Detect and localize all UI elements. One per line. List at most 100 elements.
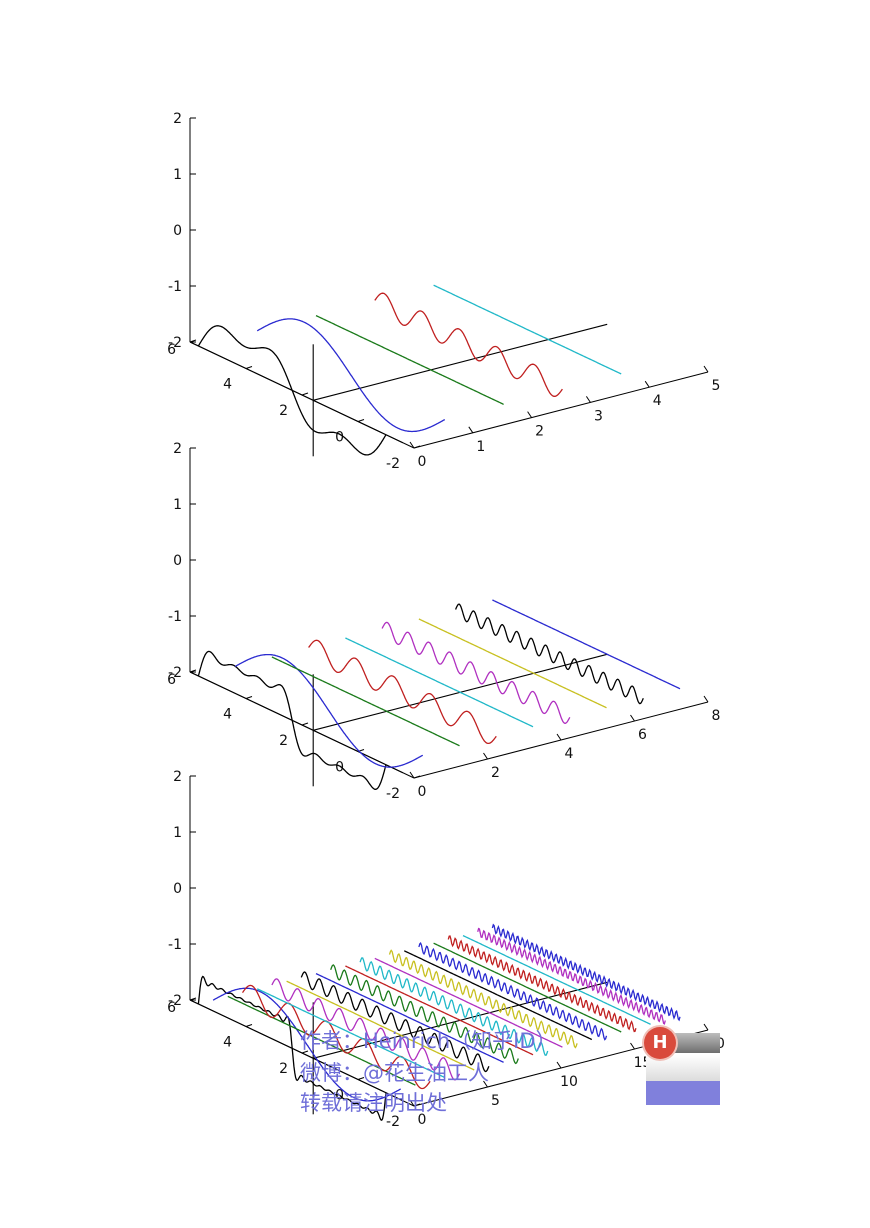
series-line <box>212 987 401 1102</box>
series-line <box>234 653 424 768</box>
series-line <box>308 639 497 745</box>
x-tick-label: 8 <box>712 708 721 724</box>
y-tick-label: -2 <box>386 456 400 472</box>
y-tick-mark <box>189 997 197 1001</box>
x-tick-mark <box>483 752 488 760</box>
y-tick-mark <box>245 1024 253 1027</box>
y-tick-label: 2 <box>279 403 288 419</box>
x-tick-label: 0 <box>418 784 427 800</box>
series-line <box>462 935 651 1025</box>
x-tick-mark <box>630 1042 635 1050</box>
series-line <box>286 980 475 1071</box>
x-tick-label: 4 <box>565 746 574 762</box>
zero-x-line <box>313 323 608 401</box>
x-tick-label: 6 <box>638 727 647 743</box>
series-line <box>381 621 571 724</box>
series-line <box>345 637 534 728</box>
series-line <box>197 650 387 790</box>
y-tick-label: 6 <box>167 342 176 358</box>
watermark-weibo: 微博：@花生油工人 <box>300 1061 489 1085</box>
x-tick-label: 5 <box>491 1093 500 1109</box>
zero-y-line <box>189 671 404 774</box>
watermark-logo: H <box>644 1027 720 1105</box>
x-tick-label: 2 <box>535 424 544 440</box>
y-tick-mark <box>413 775 421 779</box>
z-tick-label: 2 <box>173 441 182 457</box>
series-line <box>374 957 563 1048</box>
series-line <box>433 942 622 1033</box>
y-tick-mark <box>413 1103 421 1107</box>
series-line <box>447 935 637 1033</box>
z-tick-label: 2 <box>173 111 182 127</box>
series-line <box>241 984 431 1090</box>
x-tick-mark <box>409 441 415 449</box>
z-tick-label: -2 <box>168 335 182 351</box>
series-line <box>256 318 446 433</box>
y-tick-label: 0 <box>335 760 344 776</box>
z-tick-label: 1 <box>173 497 182 513</box>
series-line <box>492 599 681 690</box>
x-tick-mark <box>703 1023 709 1031</box>
y-tick-label: 6 <box>167 1000 176 1016</box>
y-tick-label: 4 <box>223 707 232 723</box>
series-line <box>403 950 593 1041</box>
x-tick-label: 2 <box>491 765 500 781</box>
series-line <box>345 965 534 1056</box>
x-tick-mark <box>556 733 562 741</box>
series-line <box>271 656 460 747</box>
x-tick-label: 4 <box>653 393 662 409</box>
series-line <box>330 964 519 1065</box>
series-line <box>418 941 608 1041</box>
z-tick-label: 0 <box>173 223 182 239</box>
series-line <box>359 957 549 1057</box>
y-tick-label: 2 <box>279 733 288 749</box>
series-line <box>197 325 387 456</box>
y-tick-label: -2 <box>386 786 400 802</box>
z-tick-label: 1 <box>173 825 182 841</box>
y-tick-mark <box>301 392 309 396</box>
watermark-repost-notice: 转载请注明出处 <box>300 1091 447 1115</box>
x-tick-label: 3 <box>594 408 603 424</box>
series-line <box>315 315 504 405</box>
x-tick-mark <box>644 380 650 388</box>
series-line <box>256 988 446 1079</box>
y-tick-mark <box>189 669 197 673</box>
z-tick-label: -2 <box>168 993 182 1009</box>
z-tick-label: 0 <box>173 553 182 569</box>
series-line <box>433 284 622 375</box>
y-tick-mark <box>357 419 365 422</box>
y-tick-label: 4 <box>223 377 232 393</box>
series-line <box>388 949 578 1049</box>
x-tick-label: 0 <box>418 1112 427 1128</box>
y-tick-mark <box>301 722 309 726</box>
y-tick-mark <box>357 1077 365 1080</box>
y-tick-mark <box>301 1050 309 1054</box>
x-tick-mark <box>630 714 635 722</box>
y-tick-mark <box>245 696 253 699</box>
x-tick-label: 0 <box>418 454 427 470</box>
series-line <box>315 973 504 1063</box>
z-tick-label: 0 <box>173 881 182 897</box>
y-tick-mark <box>245 366 253 369</box>
y-tick-label: 0 <box>335 430 344 446</box>
x-tick-mark <box>585 396 591 403</box>
zero-y-line <box>189 341 404 444</box>
x-tick-label: 1 <box>476 439 485 455</box>
x-axis-line <box>413 371 709 449</box>
x-tick-mark <box>527 411 533 418</box>
y-tick-mark <box>189 339 197 343</box>
series-line <box>491 923 681 1022</box>
z-tick-label: 1 <box>173 167 182 183</box>
watermark-author: 作者：Heinrich（知乎ID） <box>300 1029 557 1053</box>
series-line <box>477 927 666 1025</box>
x-tick-mark <box>483 1080 488 1088</box>
x-tick-label: 10 <box>560 1074 578 1090</box>
z-tick-label: -1 <box>168 609 182 625</box>
zero-y-line <box>189 999 404 1102</box>
x-tick-mark <box>468 426 474 434</box>
y-tick-mark <box>413 445 421 449</box>
